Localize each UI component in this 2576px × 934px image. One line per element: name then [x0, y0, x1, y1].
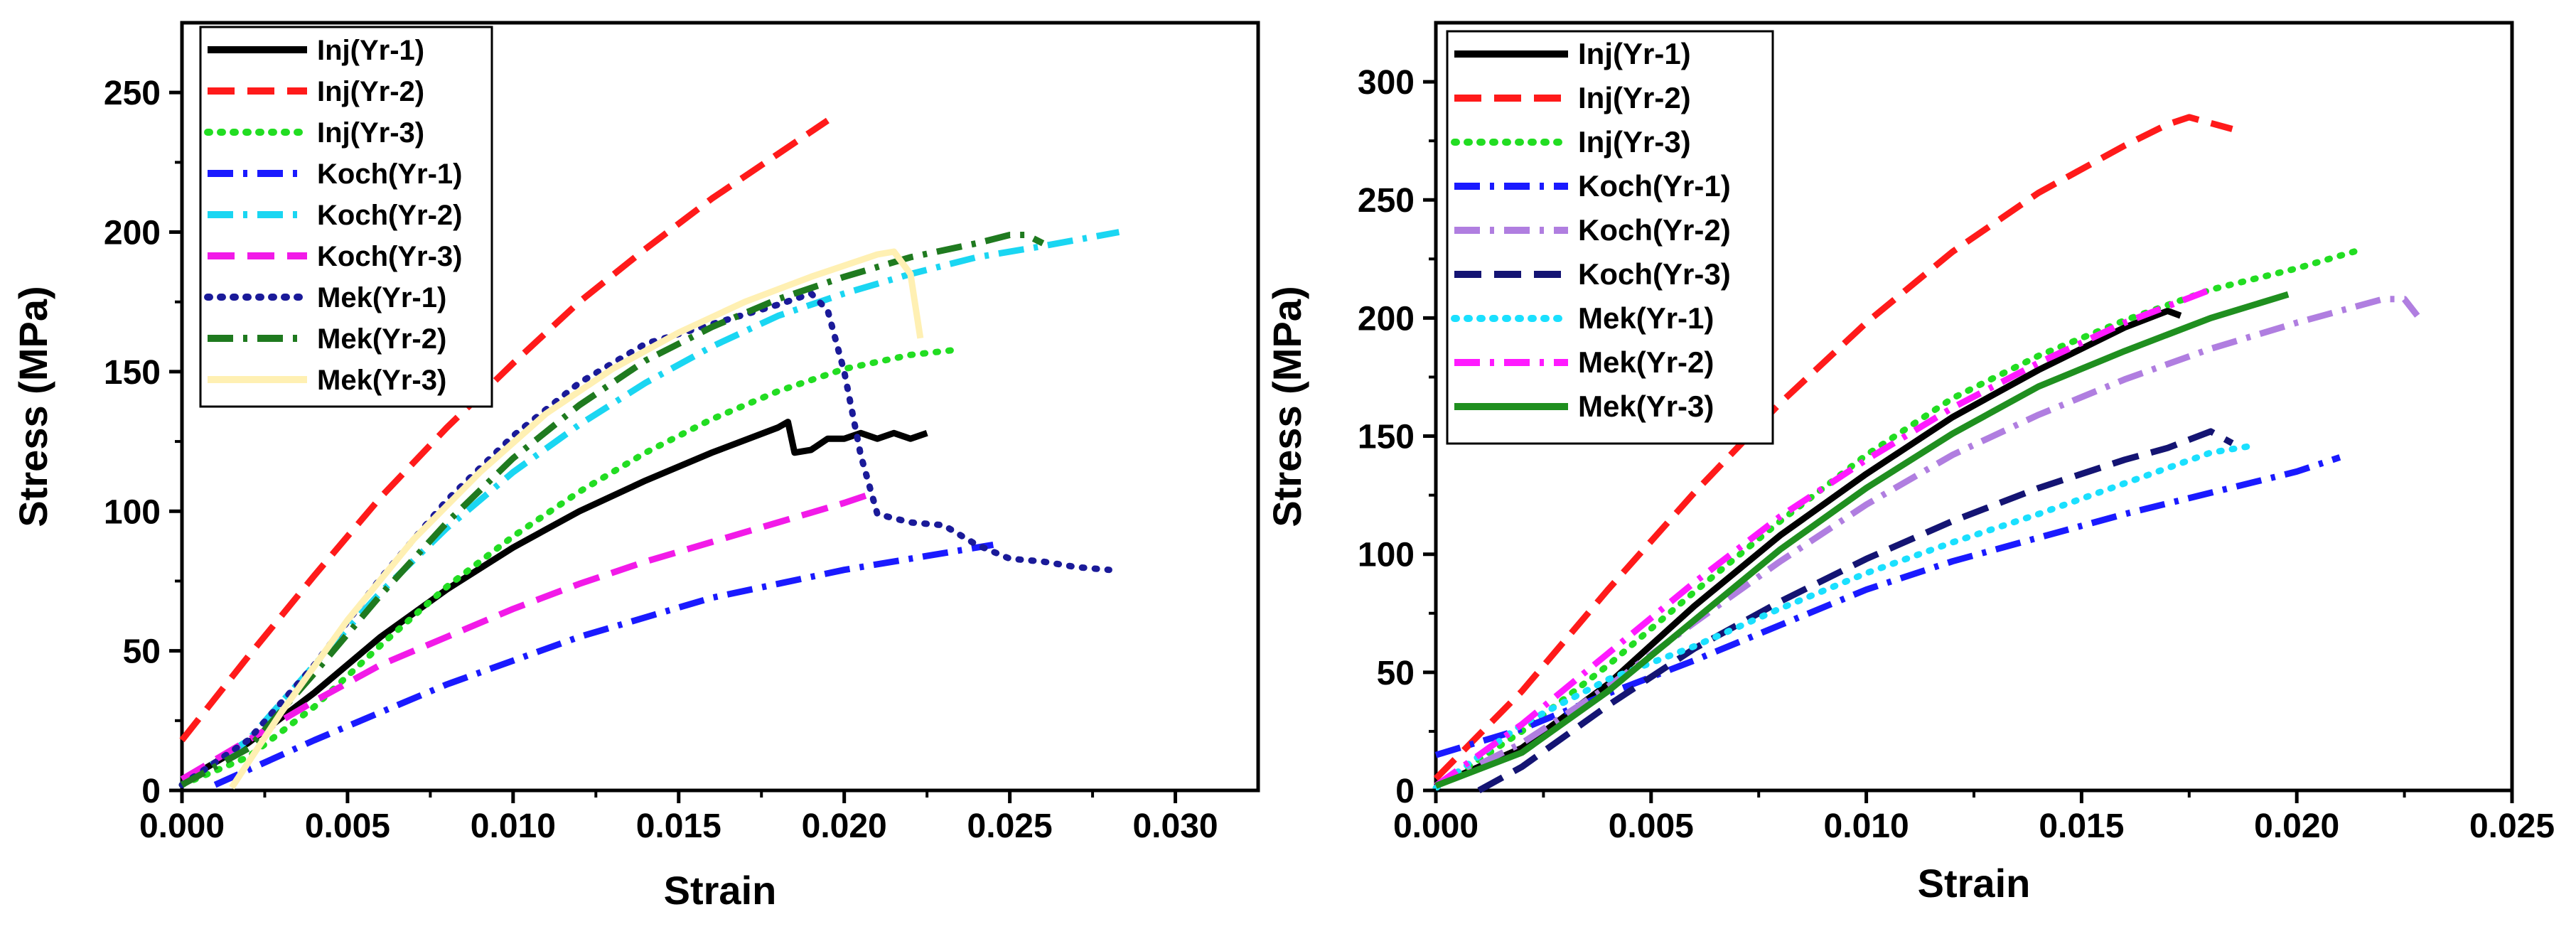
- chart-left-ytick-label: 100: [104, 493, 161, 531]
- chart-left-legend-label-7: Mek(Yr-2): [317, 323, 446, 355]
- chart-right-series-group: [1432, 114, 2420, 793]
- chart-left-ytick-label: 250: [104, 75, 161, 112]
- chart-right-ytick-label: 0: [1395, 773, 1415, 810]
- chart-left-legend-label-1: Inj(Yr-2): [317, 76, 424, 107]
- chart-right-ticks: 0.000 0.005 0.010 0.015 0.020 0.025 0 50 100 150 2…: [1358, 64, 2555, 845]
- chart-right-xtick-label: 0.010: [1824, 807, 1909, 845]
- chart-left-legend-label-0: Inj(Yr-1): [317, 35, 424, 66]
- chart-left-series-line-1: [179, 117, 830, 743]
- chart-right-ytick-label: 200: [1358, 300, 1415, 338]
- chart-left-series-line-3: [213, 541, 994, 788]
- chart-left-legend-label-2: Inj(Yr-3): [317, 117, 424, 149]
- chart-left-xtick-label: 0.010: [471, 807, 556, 845]
- chart-right-ylabel: Stress (MPa): [1265, 286, 1309, 527]
- chart-left-legend-label-5: Koch(Yr-3): [317, 241, 462, 272]
- chart-left-legend-label-6: Mek(Yr-1): [317, 282, 446, 313]
- chart-right-ytick-label: 300: [1358, 64, 1415, 102]
- chart-left-xlabel: Strain: [664, 868, 777, 913]
- chart-left-ytick-label: 150: [104, 354, 161, 392]
- chart-right-xtick-label: 0.015: [2039, 807, 2124, 845]
- chart-left-legend-label-4: Koch(Yr-2): [317, 200, 462, 231]
- chart-left-legend: Inj(Yr-1) Inj(Yr-2) Inj(Yr-3) Koch(Yr-1) Koc…: [199, 26, 493, 408]
- chart-right-series-line-5: [1477, 428, 2234, 793]
- chart-right-xtick-label: 0.005: [1609, 807, 1694, 845]
- chart-right-ytick-label: 50: [1377, 655, 1415, 692]
- chart-left-legend-label-3: Koch(Yr-1): [317, 159, 462, 190]
- chart-right-legend-label-1: Inj(Yr-2): [1578, 81, 1691, 114]
- chart-left-ytick-label: 200: [104, 215, 161, 252]
- chart-left-xtick-label: 0.025: [967, 807, 1053, 845]
- chart-left: 0.000 0.005 0.010 0.015 0.020 0.025 0.030 0 50 10…: [11, 21, 1260, 913]
- chart-left-xtick-label: 0.005: [305, 807, 390, 845]
- chart-right-xtick-label: 0.000: [1393, 807, 1478, 845]
- chart-right-xtick-label: 0.025: [2469, 807, 2555, 845]
- chart-left-xtick-label: 0.000: [139, 807, 225, 845]
- chart-right-series-line-8: [1434, 291, 2290, 789]
- chart-left-ylabel: Stress (MPa): [11, 286, 55, 527]
- chart-left-series-line-0: [180, 419, 928, 785]
- chart-left-legend-label-8: Mek(Yr-3): [317, 365, 446, 396]
- chart-left-xtick-label: 0.030: [1132, 807, 1218, 845]
- chart-right-legend-label-5: Koch(Yr-3): [1578, 257, 1731, 291]
- chart-left-series-line-5: [180, 488, 879, 783]
- chart-left-xtick-label: 0.020: [802, 807, 887, 845]
- chart-right-series-line-1: [1433, 114, 2233, 781]
- chart-right-series-line-7: [1434, 286, 2212, 789]
- chart-left-plot-frame: [180, 21, 1260, 793]
- chart-left-ytick-label: 50: [123, 633, 161, 671]
- chart-left-series-line-8: [229, 248, 924, 790]
- chart-left-series-line-7: [180, 232, 1045, 788]
- chart-right-series-line-6: [1432, 442, 2258, 792]
- chart-right-xlabel: Strain: [1918, 861, 2031, 906]
- chart-right-legend-label-8: Mek(Yr-3): [1578, 390, 1714, 423]
- chart-right: 0.000 0.005 0.010 0.015 0.020 0.025 0 50 100 150 2…: [1265, 21, 2555, 906]
- chart-right-legend: Inj(Yr-1) Inj(Yr-2) Inj(Yr-3) Koch(Yr-1) Koc…: [1446, 30, 1774, 445]
- chart-right-legend-label-7: Mek(Yr-2): [1578, 345, 1714, 379]
- chart-right-legend-label-0: Inj(Yr-1): [1578, 37, 1691, 70]
- chart-right-xtick-label: 0.020: [2254, 807, 2339, 845]
- chart-left-series-line-6: [178, 290, 1112, 788]
- chart-right-ytick-label: 100: [1358, 537, 1415, 574]
- chart-left-ytick-label: 0: [141, 773, 161, 810]
- chart-left-series-line-2: [178, 346, 964, 788]
- chart-right-legend-label-2: Inj(Yr-3): [1578, 125, 1691, 159]
- chart-right-ytick-label: 250: [1358, 182, 1415, 220]
- chart-left-xtick-label: 0.015: [636, 807, 721, 845]
- chart-right-ytick-label: 150: [1358, 419, 1415, 456]
- chart-right-legend-label-3: Koch(Yr-1): [1578, 169, 1731, 203]
- chart-right-legend-label-6: Mek(Yr-1): [1578, 301, 1714, 335]
- chart-right-legend-label-4: Koch(Yr-2): [1578, 213, 1731, 247]
- chart-left-ticks: 0.000 0.005 0.010 0.015 0.020 0.025 0.030 0 50 10…: [104, 75, 1218, 845]
- chart-right-series-line-2: [1432, 246, 2365, 792]
- chart-left-series-group: [178, 117, 1120, 790]
